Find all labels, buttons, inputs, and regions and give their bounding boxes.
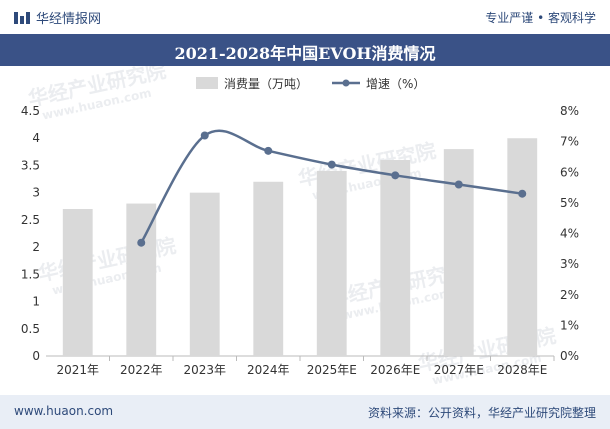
x-tick-label: 2025年E xyxy=(307,363,357,377)
legend-bar-label: 消费量（万吨） xyxy=(224,77,308,91)
legend-bar-swatch xyxy=(196,77,218,89)
footer-source: 资料来源：公开资料，华经产业研究院整理 xyxy=(367,406,596,420)
top-bar: 华经情报网 专业严谨 • 客观科学 xyxy=(0,0,610,34)
x-tick-label: 2028年E xyxy=(497,363,547,377)
legend-line-marker xyxy=(342,79,350,87)
right-tick-label: 4% xyxy=(560,227,579,241)
x-tick-label: 2024年 xyxy=(247,363,290,377)
footer: www.huaon.com 资料来源：公开资料，华经产业研究院整理 xyxy=(0,395,610,429)
right-tick-label: 1% xyxy=(560,318,579,332)
bar xyxy=(126,203,157,356)
brand-name: 华经情报网 xyxy=(36,12,102,27)
growth-point xyxy=(137,238,146,247)
right-tick-label: 5% xyxy=(560,196,579,210)
chart-title: 2021-2028年中国EVOH消费情况 xyxy=(174,44,436,63)
title-bar: 2021-2028年中国EVOH消费情况 xyxy=(0,34,610,66)
growth-point xyxy=(391,171,400,180)
left-tick-label: 4.5 xyxy=(21,104,40,118)
left-tick-label: 1 xyxy=(32,295,40,309)
growth-point xyxy=(454,180,463,189)
left-tick-label: 1.5 xyxy=(21,267,40,281)
bar xyxy=(316,170,347,356)
chart: 华经产业研究院www.huaon.com华经产业研究院www.huaon.com… xyxy=(21,66,579,388)
right-tick-label: 7% xyxy=(560,135,579,149)
x-tick-label: 2023年 xyxy=(183,363,226,377)
growth-point xyxy=(327,160,336,169)
right-tick-label: 6% xyxy=(560,165,579,179)
growth-point xyxy=(200,131,209,140)
legend-line-label: 增速（%） xyxy=(366,77,425,91)
right-tick-label: 0% xyxy=(560,349,579,363)
x-tick-label: 2027年E xyxy=(434,363,484,377)
left-tick-label: 3 xyxy=(32,186,40,200)
x-tick-label: 2026年E xyxy=(370,363,420,377)
growth-point xyxy=(518,189,527,198)
right-tick-label: 2% xyxy=(560,288,579,302)
left-tick-label: 0 xyxy=(32,349,40,363)
left-tick-label: 4 xyxy=(32,131,40,145)
left-tick-label: 2.5 xyxy=(21,213,40,227)
right-tick-label: 8% xyxy=(560,104,579,118)
x-tick-label: 2021年 xyxy=(56,363,99,377)
bar xyxy=(62,209,93,356)
growth-point xyxy=(264,146,273,155)
bar xyxy=(380,160,411,356)
right-tick-label: 3% xyxy=(560,257,579,271)
x-tick-label: 2022年 xyxy=(120,363,163,377)
left-tick-label: 2 xyxy=(32,240,40,254)
bar xyxy=(253,181,284,356)
left-tick-label: 0.5 xyxy=(21,322,40,336)
left-tick-label: 3.5 xyxy=(21,158,40,172)
bar xyxy=(443,149,474,356)
bar xyxy=(189,192,220,356)
footer-url[interactable]: www.huaon.com xyxy=(14,404,114,418)
brand[interactable]: 华经情报网 xyxy=(14,8,101,27)
brand-logo-icon xyxy=(14,11,30,24)
bar xyxy=(507,138,538,356)
motto: 专业严谨 • 客观科学 xyxy=(485,11,596,25)
